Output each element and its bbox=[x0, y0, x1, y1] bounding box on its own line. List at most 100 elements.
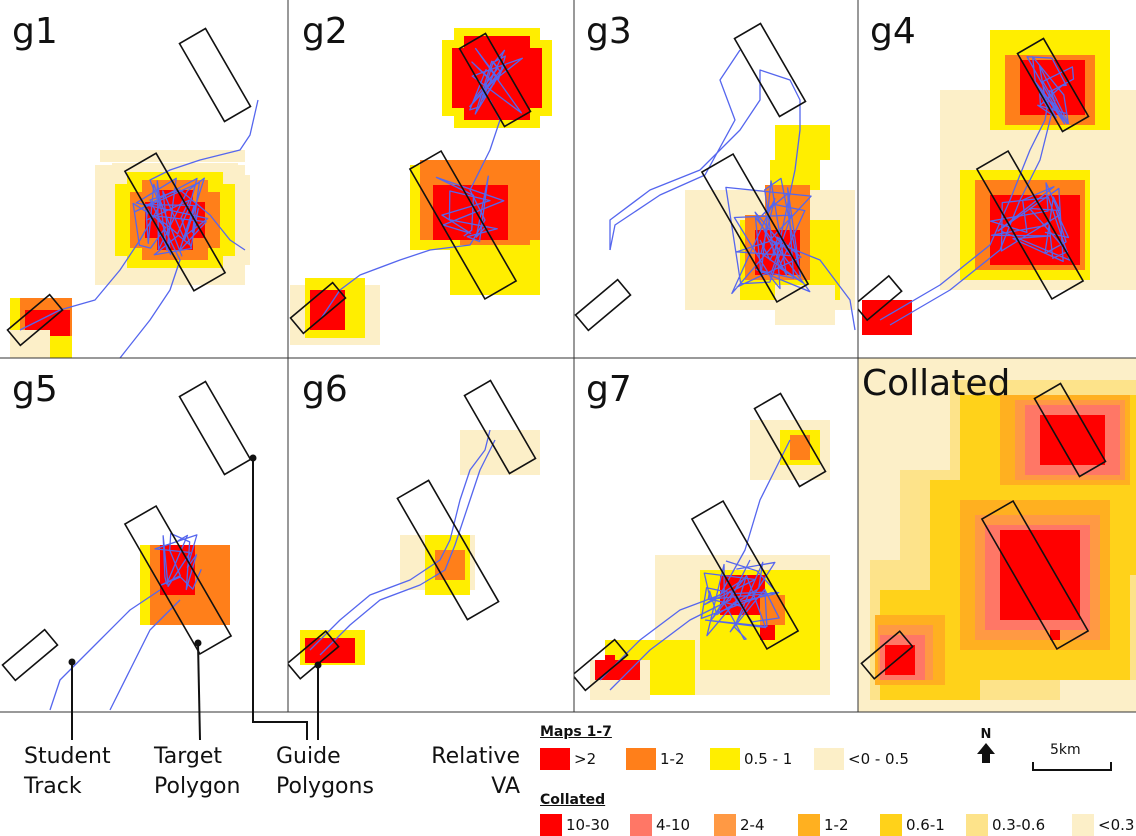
student-track bbox=[319, 439, 496, 656]
leader-guide-polygon-a-dot bbox=[249, 454, 257, 462]
legend-title-line1: Relative bbox=[431, 744, 520, 769]
student-track bbox=[132, 177, 209, 257]
guide-polygon bbox=[458, 32, 532, 128]
guide-polygon bbox=[733, 22, 807, 118]
guide-polygon bbox=[574, 638, 629, 692]
target-polygon bbox=[396, 479, 500, 621]
student-track bbox=[1026, 56, 1075, 125]
guide-polygon bbox=[289, 281, 347, 335]
leader-guide-polygon-a bbox=[252, 458, 308, 740]
heat-cell bbox=[10, 330, 50, 358]
guide-polygon bbox=[574, 278, 632, 332]
heat-cell bbox=[1060, 680, 1136, 712]
legend-maps-item: <0 - 0.5 bbox=[814, 748, 909, 770]
heat-cell bbox=[760, 625, 775, 640]
callout-target-line2: Polygon bbox=[154, 774, 241, 799]
north-label: N bbox=[980, 727, 992, 742]
guide-polygon bbox=[860, 630, 914, 680]
legend-swatch bbox=[540, 748, 570, 770]
callout-guide-polygons: Guide Polygons bbox=[276, 742, 374, 802]
heat-cell bbox=[885, 645, 915, 675]
legend-label: 4-10 bbox=[656, 816, 691, 834]
panel-title-g7: g7 bbox=[586, 369, 632, 410]
panel-title-g5: g5 bbox=[12, 369, 58, 410]
student-track bbox=[469, 47, 523, 115]
legend-collated-item: <0.3 bbox=[1072, 814, 1134, 836]
heat-cell bbox=[460, 430, 540, 475]
panel-g1 bbox=[6, 27, 259, 358]
heat-cell bbox=[605, 655, 615, 665]
legend-label: >2 bbox=[574, 750, 597, 768]
legend-swatch bbox=[966, 814, 988, 836]
guide-polygon bbox=[753, 392, 827, 488]
legend-swatch bbox=[798, 814, 820, 836]
guide-polygon bbox=[1016, 37, 1090, 133]
guide-polygon bbox=[858, 274, 903, 322]
scale-bar-icon bbox=[1032, 762, 1112, 771]
legend-label: 10-30 bbox=[566, 816, 610, 834]
target-polygon bbox=[123, 504, 233, 656]
scale-label: 5km bbox=[1050, 742, 1081, 758]
north-arrow: N bbox=[976, 727, 996, 768]
heat-cell bbox=[1040, 415, 1105, 465]
heat-cell bbox=[450, 245, 540, 295]
panel-title-collated: Collated bbox=[862, 363, 1011, 404]
legend-label: <0 - 0.5 bbox=[848, 750, 909, 768]
panel-dividers bbox=[0, 0, 1136, 713]
student-track bbox=[49, 589, 161, 711]
student-track bbox=[609, 559, 751, 691]
guide-polygon bbox=[178, 27, 252, 123]
panel-g6 bbox=[288, 379, 540, 680]
legend-title-line2: VA bbox=[491, 774, 520, 799]
legend-label: 0.5 - 1 bbox=[744, 750, 793, 768]
panel-title-g6: g6 bbox=[302, 369, 348, 410]
legend-collated-item: 2-4 bbox=[714, 814, 765, 836]
legend-label: 1-2 bbox=[660, 750, 685, 768]
student-track bbox=[309, 429, 491, 651]
callout-target-line1: Target bbox=[154, 744, 223, 769]
heat-cell bbox=[100, 150, 245, 162]
legend-maps-item: >2 bbox=[540, 748, 596, 770]
heat-cell bbox=[435, 550, 465, 580]
legend-maps-heading: Maps 1-7 bbox=[540, 724, 612, 740]
callout-student-line2: Track bbox=[24, 774, 82, 799]
panel-collated bbox=[858, 358, 1136, 712]
target-polygon bbox=[975, 149, 1085, 301]
callout-guide-line1: Guide bbox=[276, 744, 341, 769]
student-track bbox=[435, 175, 505, 243]
legend-collated-item: 0.3-0.6 bbox=[966, 814, 1045, 836]
legend-collated-item: 4-10 bbox=[630, 814, 690, 836]
legend-swatch bbox=[626, 748, 656, 770]
callout-leaders bbox=[68, 454, 322, 741]
leader-student-track-dot bbox=[68, 658, 76, 666]
legend-swatch bbox=[814, 748, 844, 770]
callout-student-line1: Student bbox=[24, 744, 111, 769]
student-track bbox=[769, 239, 856, 331]
legend-swatch bbox=[1072, 814, 1094, 836]
panel-g5 bbox=[1, 380, 252, 711]
panel-title-g2: g2 bbox=[302, 11, 348, 52]
student-track bbox=[725, 177, 812, 295]
legend-collated-heading: Collated bbox=[540, 792, 606, 808]
student-track bbox=[609, 69, 801, 261]
panel-g2 bbox=[289, 28, 552, 345]
heat-cell bbox=[775, 285, 835, 325]
heat-cell bbox=[790, 435, 810, 460]
panel-title-g4: g4 bbox=[870, 11, 916, 52]
heat-cell bbox=[775, 125, 830, 160]
student-track bbox=[599, 439, 791, 681]
legend-collated-item: 1-2 bbox=[798, 814, 849, 836]
legend-label: <0.3 bbox=[1098, 816, 1135, 834]
student-track bbox=[109, 599, 181, 711]
student-track bbox=[19, 99, 259, 331]
student-track bbox=[319, 99, 501, 321]
legend-swatch bbox=[880, 814, 902, 836]
guide-polygon bbox=[6, 293, 64, 347]
scale-bar: 5km bbox=[1032, 742, 1112, 772]
leader-target-polygon bbox=[197, 642, 201, 741]
callout-guide-line2: Polygons bbox=[276, 774, 374, 799]
callout-target-polygon: Target Polygon bbox=[154, 742, 240, 802]
north-arrow-icon bbox=[977, 743, 995, 763]
